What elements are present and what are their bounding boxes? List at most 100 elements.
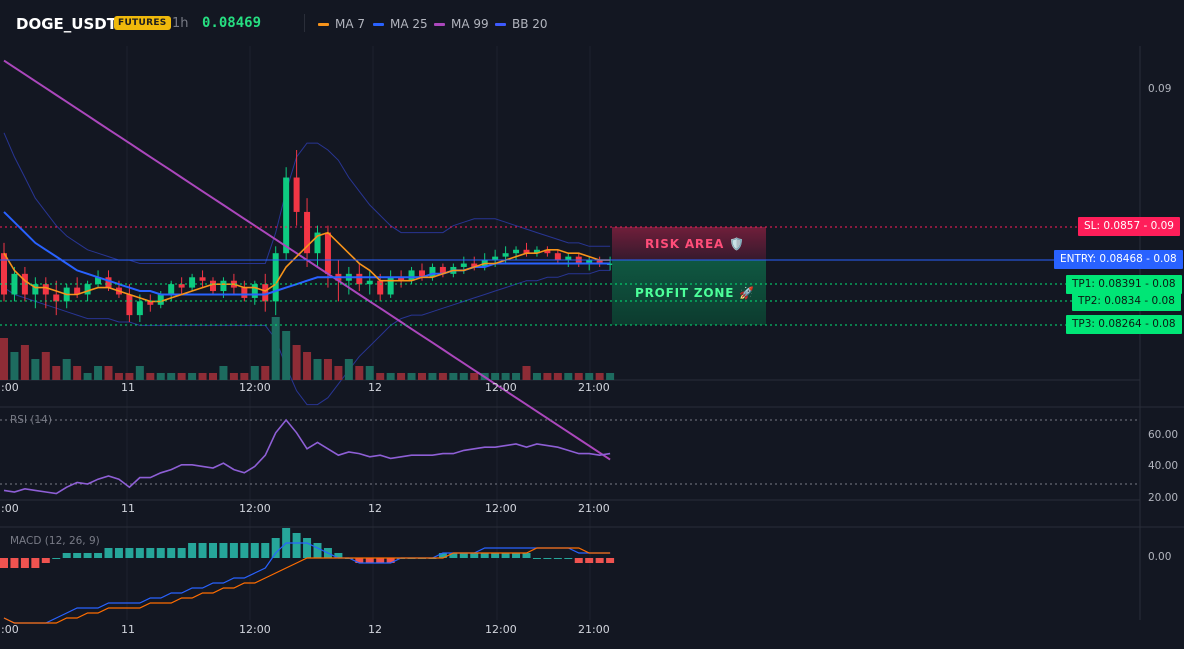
candle-body-54 xyxy=(565,256,572,261)
volume-bar-26 xyxy=(271,317,280,380)
time-label-1-4: 12:00 xyxy=(485,502,517,515)
candle-body-39 xyxy=(408,270,415,281)
volume-bar-30 xyxy=(313,359,322,380)
candle-body-50 xyxy=(523,249,530,254)
time-label-0-2: 12:00 xyxy=(239,381,271,394)
candle-body-8 xyxy=(84,284,91,295)
volume-bar-0 xyxy=(0,338,8,380)
ma7-swatch xyxy=(318,22,329,26)
risk-area-box xyxy=(612,227,766,260)
entry-tag[interactable]: ENTRY: 0.08468 - 0.08 xyxy=(1054,250,1183,269)
sl-tag[interactable]: SL: 0.0857 - 0.09 xyxy=(1078,217,1180,236)
time-label-2-1: 11 xyxy=(121,623,135,636)
candle-body-15 xyxy=(157,294,164,305)
volume-bar-27 xyxy=(282,331,291,380)
candle-body-56 xyxy=(586,260,593,264)
volume-bar-47 xyxy=(491,373,500,380)
legend-ma7[interactable]: MA 7 xyxy=(318,17,365,31)
volume-bar-49 xyxy=(512,373,521,380)
timeframe-label[interactable]: 1h xyxy=(172,16,189,31)
volume-bar-35 xyxy=(365,366,374,380)
volume-bar-44 xyxy=(459,373,468,380)
macd-hist-bar-16 xyxy=(167,548,176,558)
candle-body-57 xyxy=(596,260,603,264)
volume-bar-57 xyxy=(595,373,604,380)
header-divider xyxy=(304,14,305,32)
candle-body-10 xyxy=(105,277,112,288)
candle-body-18 xyxy=(189,277,196,288)
legend-ma25[interactable]: MA 25 xyxy=(373,17,428,31)
volume-bar-40 xyxy=(418,373,426,380)
tp3-axis: 0.08 xyxy=(1152,318,1176,330)
volume-bar-38 xyxy=(397,373,406,380)
time-label-0-3: 12 xyxy=(368,381,382,394)
macd-axis-zero: 0.00 xyxy=(1148,551,1172,563)
grid-lines xyxy=(0,46,1184,620)
legend-bb20[interactable]: BB 20 xyxy=(495,17,548,31)
macd-hist-bar-13 xyxy=(135,548,144,558)
candle-body-29 xyxy=(304,211,311,254)
volume-bar-37 xyxy=(386,373,395,380)
volume-bar-56 xyxy=(585,373,594,380)
legend-ma99[interactable]: MA 99 xyxy=(434,17,489,31)
macd-hist-bar-2 xyxy=(20,558,29,568)
tp2-tag[interactable]: TP2: 0.0834 - 0.08 xyxy=(1072,292,1181,311)
symbol-name[interactable]: DOGE_USDT xyxy=(16,15,117,33)
candle-body-21 xyxy=(220,280,227,292)
macd-hist-bar-48 xyxy=(501,553,510,558)
macd-hist-bar-37 xyxy=(386,558,395,563)
macd-hist-bar-51 xyxy=(532,558,541,559)
volume-bar-3 xyxy=(31,359,40,380)
candle-body-27 xyxy=(283,177,290,254)
risk-area-label: RISK AREA 🛡️ xyxy=(645,237,745,251)
macd-hist-bar-1 xyxy=(10,558,19,568)
volume-bar-33 xyxy=(344,359,353,380)
macd-hist-bar-14 xyxy=(146,548,155,558)
candle-body-12 xyxy=(126,294,133,316)
candle-body-52 xyxy=(544,249,551,254)
candle-body-28 xyxy=(293,177,300,212)
macd-hist-bar-6 xyxy=(62,553,71,558)
tp3-tag[interactable]: TP3: 0.08264 - 0.08 xyxy=(1066,315,1182,334)
candle-body-42 xyxy=(439,266,446,274)
price-axis-label: 0.09 xyxy=(1148,83,1172,95)
macd-hist-bar-28 xyxy=(292,533,301,558)
volume-bar-23 xyxy=(240,373,249,380)
ma25-swatch xyxy=(373,22,384,26)
candle-body-41 xyxy=(429,266,436,278)
candle-body-20 xyxy=(210,280,216,292)
volume-bars xyxy=(0,317,615,380)
volume-bar-28 xyxy=(292,345,301,380)
candle-body-0 xyxy=(1,253,7,295)
rsi-axis-60: 60.00 xyxy=(1148,429,1179,441)
legend-bb20-label: BB 20 xyxy=(512,17,548,31)
macd-hist-bar-57 xyxy=(595,558,604,563)
volume-bar-2 xyxy=(20,345,29,380)
time-label-2-3: 12 xyxy=(368,623,382,636)
macd-hist-bar-26 xyxy=(271,538,280,558)
volume-bar-54 xyxy=(564,373,573,380)
tp1-tag[interactable]: TP1: 0.08391 - 0.08 xyxy=(1066,275,1182,294)
macd-hist-bar-36 xyxy=(376,558,385,563)
ma25-line xyxy=(3,211,611,296)
time-label-0-4: 12:00 xyxy=(485,381,517,394)
macd-hist-bar-23 xyxy=(240,543,249,558)
macd-hist-bar-25 xyxy=(261,543,270,558)
candle-body-9 xyxy=(95,277,102,285)
candle-body-36 xyxy=(377,280,384,295)
volume-bar-1 xyxy=(10,352,19,380)
time-label-0-5: 21:00 xyxy=(578,381,610,394)
candle-body-23 xyxy=(241,287,248,298)
rsi-pane xyxy=(0,418,1140,495)
macd-hist-bar-34 xyxy=(355,558,364,563)
candle-body-13 xyxy=(136,301,143,316)
candles xyxy=(1,150,614,322)
bb-lower-line xyxy=(3,269,611,406)
time-label-1-2: 12:00 xyxy=(239,502,271,515)
candle-body-24 xyxy=(251,284,258,298)
macd-hist-bar-0 xyxy=(0,558,8,568)
macd-hist-bar-46 xyxy=(480,553,489,558)
tp2-label: TP2: 0.0834 xyxy=(1078,295,1142,307)
macd-hist-bar-17 xyxy=(177,548,186,558)
